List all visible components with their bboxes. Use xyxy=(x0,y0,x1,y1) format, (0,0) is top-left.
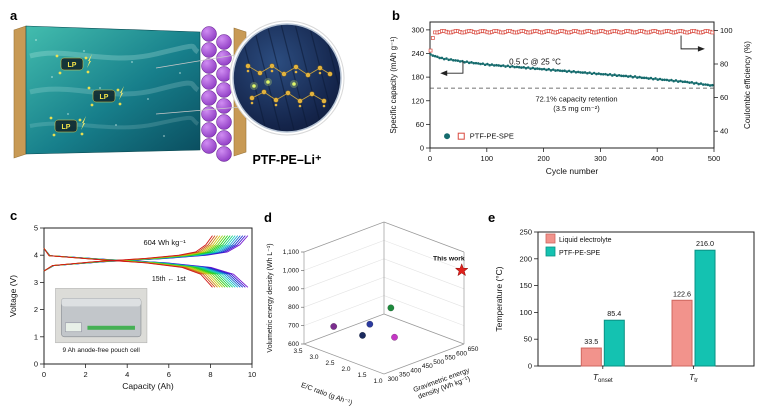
svg-text:0: 0 xyxy=(34,360,38,369)
svg-text:150: 150 xyxy=(519,281,532,290)
svg-text:Ttr: Ttr xyxy=(689,372,698,384)
svg-text:650: 650 xyxy=(468,346,479,353)
svg-text:550: 550 xyxy=(445,355,456,362)
svg-text:240: 240 xyxy=(411,49,424,58)
svg-text:33.5: 33.5 xyxy=(584,337,598,346)
svg-text:400: 400 xyxy=(651,154,664,163)
svg-text:Voltage (V): Voltage (V) xyxy=(8,275,18,317)
svg-text:Liquid electrolyte: Liquid electrolyte xyxy=(559,237,612,244)
svg-text:Capacity (Ah): Capacity (Ah) xyxy=(122,381,174,391)
svg-text:300: 300 xyxy=(411,25,424,34)
svg-text:400: 400 xyxy=(410,367,421,374)
thermal-stability-bar-chart: 0 50 100 150 200 250 Temperature (°C) 33.5 122.6… xyxy=(494,228,755,384)
svg-text:216.0: 216.0 xyxy=(696,239,714,248)
svg-text:Coulombic efficiency (%): Coulombic efficiency (%) xyxy=(743,41,752,129)
svg-text:2.5: 2.5 xyxy=(325,360,334,367)
svg-text:2: 2 xyxy=(34,305,38,314)
svg-text:PTF-PE-SPE: PTF-PE-SPE xyxy=(470,132,514,141)
svg-text:900: 900 xyxy=(288,286,299,293)
svg-text:0: 0 xyxy=(528,362,532,371)
panel-b-label: b xyxy=(392,8,400,23)
svg-text:10: 10 xyxy=(248,370,256,379)
svg-text:700: 700 xyxy=(288,323,299,330)
panel-e-label: e xyxy=(488,210,496,225)
panel-b: b 0 60 120 180 240 300 40 60 80 100 0 100 200 300 400 5… xyxy=(382,2,768,204)
svg-text:LP: LP xyxy=(62,124,71,131)
voltage-capacity-chart: 0 2 4 6 8 10 0 1 2 3 4 5 Capacity (Ah) Voltage (V) 604… xyxy=(8,224,256,392)
svg-text:4: 4 xyxy=(34,251,38,260)
svg-text:PTF-PE-SPE: PTF-PE-SPE xyxy=(559,250,601,257)
svg-text:800: 800 xyxy=(288,304,299,311)
svg-text:60: 60 xyxy=(416,120,424,129)
svg-text:(3.5 mg cm⁻²): (3.5 mg cm⁻²) xyxy=(553,104,600,113)
svg-text:200: 200 xyxy=(519,254,532,263)
svg-text:LP: LP xyxy=(100,94,109,101)
svg-text:60: 60 xyxy=(720,93,728,102)
panel-a-label: a xyxy=(10,8,18,23)
svg-text:350: 350 xyxy=(399,372,410,379)
panel-c: c 0 2 4 6 8 10 0 1 2 3 4 5 Capacity (Ah) Voltage (V) 6… xyxy=(2,206,262,408)
svg-text:500: 500 xyxy=(433,359,444,366)
svg-text:85.4: 85.4 xyxy=(607,309,621,318)
panel-a: a LP LP LP PTF-PE–Li⁺ xyxy=(6,4,382,204)
panel-d-label: d xyxy=(264,210,272,225)
svg-text:0: 0 xyxy=(420,144,424,153)
svg-text:0.5 C @ 25 °C: 0.5 C @ 25 °C xyxy=(509,58,561,67)
svg-text:E/C ratio (g Ah⁻¹): E/C ratio (g Ah⁻¹) xyxy=(300,382,353,407)
svg-text:6: 6 xyxy=(167,370,171,379)
svg-text:100: 100 xyxy=(481,154,494,163)
svg-text:72.1% capacity retention: 72.1% capacity retention xyxy=(535,95,617,104)
svg-text:LP: LP xyxy=(68,62,77,69)
svg-text:3.5: 3.5 xyxy=(293,348,302,355)
svg-text:8: 8 xyxy=(208,370,212,379)
panel-c-label: c xyxy=(10,208,18,223)
svg-text:0: 0 xyxy=(428,154,432,163)
svg-text:122.6: 122.6 xyxy=(673,289,691,298)
svg-text:9 Ah anode-free pouch cell: 9 Ah anode-free pouch cell xyxy=(63,347,141,354)
svg-text:0: 0 xyxy=(42,370,46,379)
svg-text:5: 5 xyxy=(34,224,38,233)
panel-e: e 0 50 100 150 200 250 Temperature (°C) 33.5 122… xyxy=(484,206,768,408)
cycling-performance-chart: 0 60 120 180 240 300 40 60 80 100 0 100 200 300 400 500… xyxy=(389,21,752,176)
svg-text:500: 500 xyxy=(708,154,721,163)
svg-text:Specific capacity (mAh g⁻¹): Specific capacity (mAh g⁻¹) xyxy=(389,36,398,133)
svg-text:Gravimetric energydensity (Wh: Gravimetric energydensity (Wh kg⁻¹) xyxy=(413,367,474,401)
svg-text:1.5: 1.5 xyxy=(357,372,366,379)
svg-text:200: 200 xyxy=(537,154,550,163)
svg-text:Cycle number: Cycle number xyxy=(546,166,599,176)
svg-text:2.0: 2.0 xyxy=(341,366,350,373)
svg-text:40: 40 xyxy=(720,127,728,136)
svg-text:600: 600 xyxy=(456,350,467,357)
svg-text:3: 3 xyxy=(34,278,38,287)
svg-text:300: 300 xyxy=(594,154,607,163)
svg-text:250: 250 xyxy=(519,228,532,237)
panel-a-caption: PTF-PE–Li⁺ xyxy=(252,153,322,167)
svg-text:2: 2 xyxy=(84,370,88,379)
svg-text:450: 450 xyxy=(422,363,433,370)
svg-text:1,100: 1,100 xyxy=(283,249,300,256)
svg-text:180: 180 xyxy=(411,73,424,82)
svg-text:120: 120 xyxy=(411,96,424,105)
battery-schematic-illustration: LP LP LP xyxy=(13,20,345,162)
panel-d: d 600 700 800 900 1,000 1,100 3.5 3.0 2.5 2.0 1.5 1… xyxy=(264,206,484,408)
svg-text:604 Wh kg⁻¹: 604 Wh kg⁻¹ xyxy=(143,238,186,247)
svg-text:1.0: 1.0 xyxy=(373,378,382,385)
svg-text:15th ← 1st: 15th ← 1st xyxy=(152,276,186,283)
energy-density-3d-chart: 600 700 800 900 1,000 1,100 3.5 3.0 2.5 2.0 1.5 1.0… xyxy=(267,221,479,407)
svg-text:300: 300 xyxy=(388,376,399,383)
svg-text:3.0: 3.0 xyxy=(309,354,318,361)
svg-text:80: 80 xyxy=(720,60,728,69)
svg-text:100: 100 xyxy=(519,308,532,317)
svg-text:4: 4 xyxy=(125,370,129,379)
svg-text:1: 1 xyxy=(34,332,38,341)
svg-text:50: 50 xyxy=(524,335,532,344)
svg-text:Temperature (°C): Temperature (°C) xyxy=(494,266,504,331)
svg-text:100: 100 xyxy=(720,26,733,35)
svg-text:This work: This work xyxy=(433,255,465,262)
svg-text:Tonset: Tonset xyxy=(593,372,613,384)
svg-text:600: 600 xyxy=(288,341,299,348)
svg-text:1,000: 1,000 xyxy=(283,267,300,274)
svg-text:Volumetric energy density (Wh: Volumetric energy density (Wh L⁻¹) xyxy=(267,243,274,352)
